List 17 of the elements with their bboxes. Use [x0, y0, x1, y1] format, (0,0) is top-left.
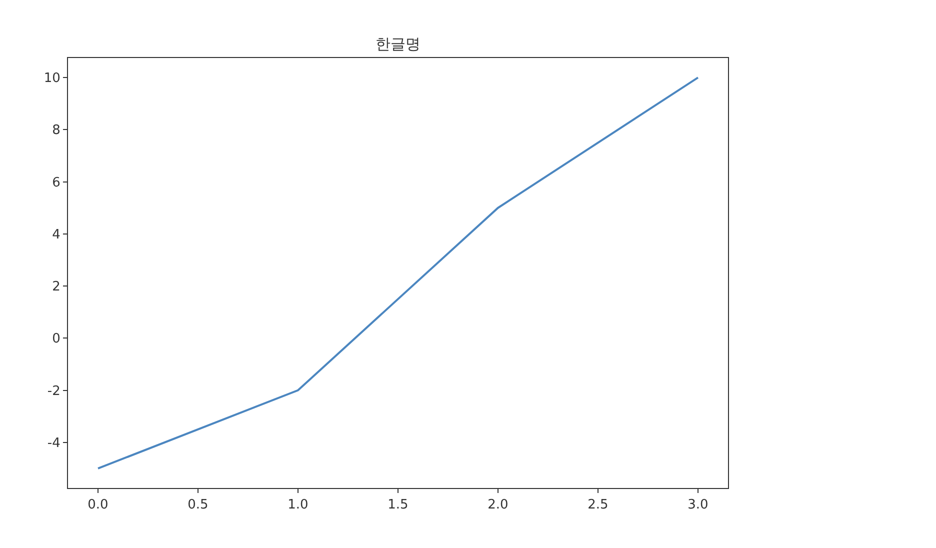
x-tick-label: 1.5	[388, 498, 408, 513]
chart-title: 한글명	[376, 34, 420, 53]
x-tick-label: 2.5	[588, 498, 608, 513]
y-tick-label: 10	[44, 71, 60, 86]
y-tick-label: 2	[52, 280, 60, 295]
y-tick-label: 8	[52, 123, 60, 138]
x-tick-label: 0.5	[188, 498, 208, 513]
y-tick-label: -2	[47, 384, 60, 399]
y-tick-label: 4	[52, 227, 60, 242]
x-tick-label: 2.0	[488, 498, 508, 513]
y-tick-label: 0	[52, 332, 60, 347]
x-tick-label: 0.0	[88, 498, 108, 513]
x-tick-label: 3.0	[688, 498, 708, 513]
y-tick-label: -4	[47, 436, 60, 451]
y-tick-label: 6	[52, 175, 60, 190]
x-tick-label: 1.0	[288, 498, 308, 513]
line-series	[97, 76, 699, 470]
